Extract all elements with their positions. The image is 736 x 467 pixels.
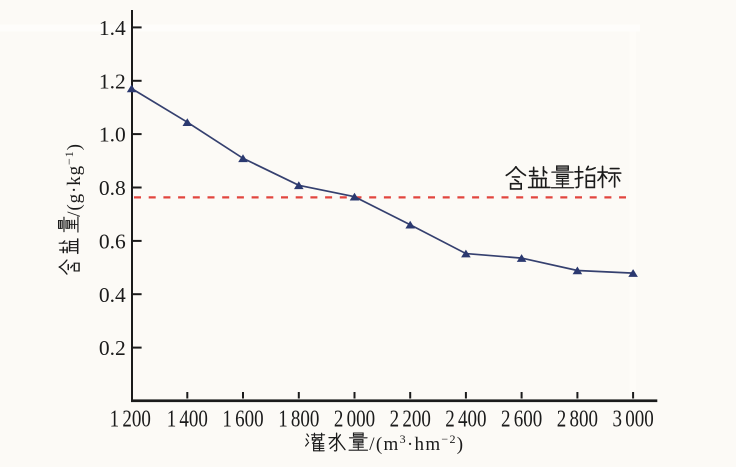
svg-text:1 600: 1 600 — [222, 404, 263, 432]
svg-text:1 400: 1 400 — [167, 404, 208, 432]
svg-text:2 600: 2 600 — [501, 404, 542, 432]
svg-text:0.2: 0.2 — [99, 336, 126, 360]
svg-text:1.4: 1.4 — [99, 16, 126, 40]
svg-text:1.0: 1.0 — [99, 123, 126, 147]
svg-text:3 000: 3 000 — [612, 404, 653, 432]
svg-text:2 800: 2 800 — [557, 404, 598, 432]
svg-text:2 400: 2 400 — [445, 404, 486, 432]
svg-text:2 200: 2 200 — [390, 404, 431, 432]
svg-text:1.2: 1.2 — [99, 69, 126, 93]
svg-text:/(m3·hm−2): /(m3·hm−2) — [369, 432, 464, 455]
svg-text:1 200: 1 200 — [110, 404, 151, 432]
svg-text:0.6: 0.6 — [99, 230, 126, 254]
svg-text:2 000: 2 000 — [334, 404, 375, 432]
svg-text:0.4: 0.4 — [99, 283, 126, 307]
svg-text:0.8: 0.8 — [99, 176, 126, 200]
svg-text:1 800: 1 800 — [278, 404, 319, 432]
